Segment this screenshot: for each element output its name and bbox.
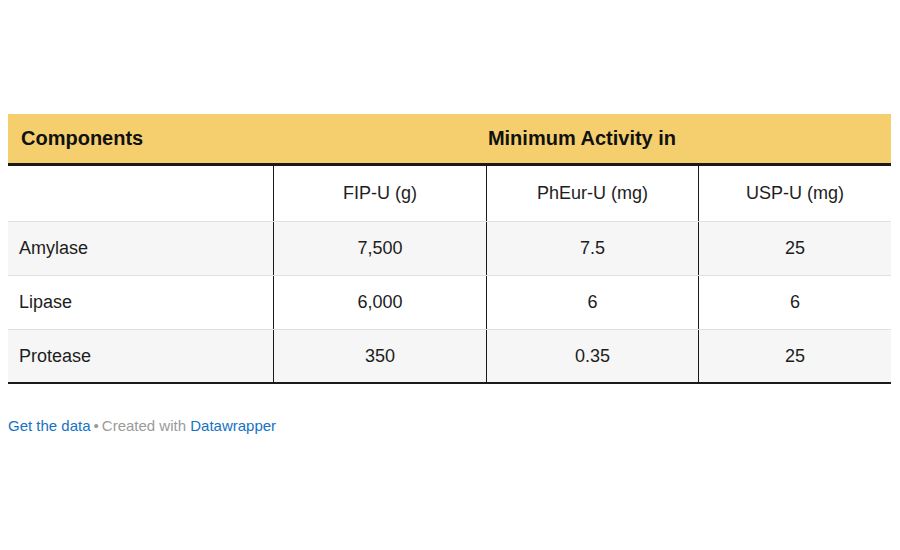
table-row-amylase: Amylase 7,500 7.5 25 <box>8 222 891 276</box>
cell-usp-value: 6 <box>698 276 891 329</box>
column-header-fip-u: FIP-U (g) <box>273 166 486 221</box>
table-row-protease: Protease 350 0.35 25 <box>8 330 891 384</box>
cell-fip-value: 350 <box>273 330 486 382</box>
get-the-data-link[interactable]: Get the data <box>8 417 91 434</box>
column-header-pheur-u: PhEur-U (mg) <box>486 166 698 221</box>
cell-pheur-value: 7.5 <box>486 222 698 275</box>
cell-fip-value: 7,500 <box>273 222 486 275</box>
dot-separator: • <box>91 417 102 434</box>
column-header-usp-u: USP-U (mg) <box>698 166 891 221</box>
cell-usp-value: 25 <box>698 222 891 275</box>
created-with-text: Created with <box>102 417 186 434</box>
data-table: Components Minimum Activity in FIP-U (g)… <box>8 114 891 384</box>
row-label: Lipase <box>8 276 273 329</box>
table-row-lipase: Lipase 6,000 6 6 <box>8 276 891 330</box>
row-label: Protease <box>8 330 273 382</box>
table-group-header: Components Minimum Activity in <box>8 114 891 166</box>
column-header-row: FIP-U (g) PhEur-U (mg) USP-U (mg) <box>8 166 891 222</box>
cell-usp-value: 25 <box>698 330 891 382</box>
datawrapper-table-embed: Components Minimum Activity in FIP-U (g)… <box>0 0 900 550</box>
cell-fip-value: 6,000 <box>273 276 486 329</box>
attribution-footer: Get the data•Created with Datawrapper <box>8 417 276 434</box>
datawrapper-link[interactable]: Datawrapper <box>190 417 276 434</box>
column-header-empty <box>8 166 273 221</box>
group-header-components: Components <box>8 127 273 150</box>
row-label: Amylase <box>8 222 273 275</box>
group-header-minimum-activity: Minimum Activity in <box>273 127 891 150</box>
cell-pheur-value: 0.35 <box>486 330 698 382</box>
cell-pheur-value: 6 <box>486 276 698 329</box>
